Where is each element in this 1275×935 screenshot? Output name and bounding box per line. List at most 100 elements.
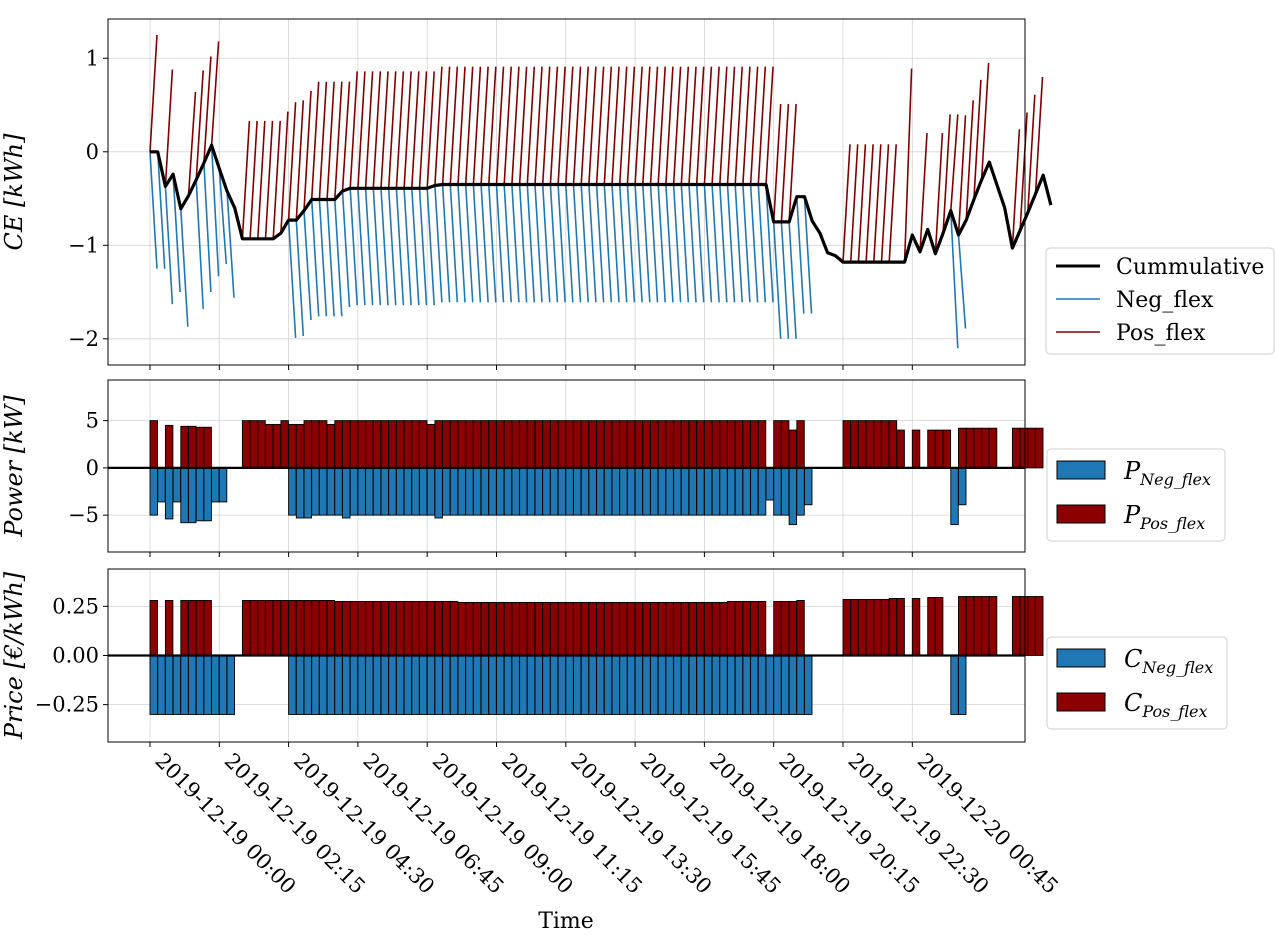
- pos-flex-bar: [457, 420, 466, 469]
- neg-flex-bar: [711, 467, 721, 516]
- legend-label: Neg_flex: [1116, 288, 1214, 313]
- pos-flex-bar: [542, 420, 551, 469]
- pos-flex-bar: [357, 600, 366, 656]
- pos-flex-line: [441, 66, 451, 185]
- pos-flex-bar: [927, 597, 936, 656]
- pos-flex-bar: [703, 601, 713, 656]
- neg-flex-bar: [688, 467, 697, 516]
- pos-flex-bar: [642, 601, 651, 656]
- neg-flex-line: [788, 221, 797, 339]
- pos-flex-bar: [588, 420, 597, 469]
- pos-flex-bar: [573, 420, 582, 469]
- pos-flex-line: [526, 66, 536, 185]
- pos-flex-bar: [280, 600, 289, 656]
- neg-flex-bar: [488, 655, 497, 715]
- neg-flex-bar: [211, 655, 220, 715]
- pos-flex-bar: [634, 601, 644, 656]
- neg-flex-bar: [657, 655, 667, 715]
- pos-flex-bar: [1011, 596, 1021, 656]
- neg-flex-bar: [750, 467, 759, 516]
- legend-label: PPos_flex: [1123, 501, 1205, 533]
- pos-flex-bar: [865, 420, 875, 469]
- neg-flex-bar: [734, 655, 744, 715]
- neg-flex-line: [757, 184, 767, 303]
- y-tick-label: −0.25: [35, 693, 99, 717]
- power-y-axis-label: Power [kW]: [0, 395, 28, 538]
- neg-flex-line: [534, 184, 543, 303]
- pos-flex-line: [1027, 94, 1036, 213]
- neg-flex-line: [457, 184, 466, 303]
- neg-flex-bar: [149, 467, 158, 516]
- pos-flex-line: [488, 66, 497, 185]
- pos-flex-line: [395, 71, 405, 189]
- neg-flex-line: [680, 184, 690, 303]
- pos-flex-bar: [449, 420, 459, 469]
- pos-flex-bar: [334, 600, 343, 656]
- neg-flex-bar: [203, 467, 212, 522]
- neg-flex-bar: [580, 467, 590, 516]
- neg-flex-line: [218, 168, 228, 265]
- neg-flex-bar: [411, 467, 420, 516]
- neg-flex-bar: [773, 467, 782, 516]
- neg-flex-bar: [172, 655, 182, 715]
- x-axis-label: Time: [538, 909, 594, 934]
- pos-flex-bar: [665, 420, 674, 469]
- neg-flex-bar: [619, 655, 628, 715]
- neg-flex-bar: [388, 655, 397, 715]
- pos-flex-bar: [380, 600, 389, 656]
- pos-flex-bar: [934, 597, 944, 656]
- pos-flex-bar: [326, 423, 336, 469]
- pos-flex-bar: [526, 420, 536, 469]
- pos-flex-bar: [750, 600, 759, 656]
- pos-flex-bar: [757, 600, 767, 656]
- pos-flex-line: [742, 66, 751, 185]
- pos-flex-line: [411, 71, 420, 189]
- neg-flex-bar: [295, 655, 305, 715]
- pos-flex-bar: [603, 420, 613, 469]
- pos-flex-line: [310, 81, 320, 200]
- pos-flex-bar: [272, 600, 282, 656]
- pos-flex-line: [572, 66, 582, 185]
- neg-flex-bar: [488, 467, 497, 516]
- neg-flex-bar: [426, 467, 436, 516]
- power-frame: [107, 379, 1026, 553]
- pos-flex-bar: [403, 600, 413, 656]
- pos-flex-bar: [719, 601, 728, 656]
- neg-flex-line: [380, 188, 389, 306]
- pos-flex-bar: [557, 420, 567, 469]
- pos-flex-line: [695, 66, 705, 185]
- pos-flex-line: [703, 66, 713, 185]
- pos-flex-bar: [911, 598, 921, 656]
- pos-flex-bar: [873, 420, 882, 469]
- pos-flex-bar: [434, 420, 443, 469]
- neg-flex-line: [634, 184, 643, 303]
- neg-flex-line: [488, 184, 497, 303]
- pos-flex-bar: [727, 600, 736, 656]
- pos-flex-bar: [842, 599, 851, 656]
- neg-flex-bar: [765, 655, 774, 715]
- pos-flex-bar: [911, 429, 921, 469]
- neg-flex-bar: [349, 467, 359, 516]
- ce-y-axis-label: CE [kWh]: [0, 133, 28, 251]
- neg-flex-bar: [442, 467, 451, 516]
- pos-flex-bar: [188, 425, 197, 469]
- pos-flex-line: [880, 144, 890, 263]
- pos-flex-line: [888, 144, 897, 263]
- pos-flex-line: [326, 81, 335, 200]
- neg-flex-line: [588, 184, 597, 303]
- neg-flex-bar: [318, 655, 328, 715]
- neg-flex-bar: [611, 655, 620, 715]
- pos-flex-bar: [596, 601, 605, 656]
- pos-flex-bar: [734, 600, 744, 656]
- neg-flex-bar: [318, 467, 328, 516]
- neg-flex-bar: [765, 467, 774, 501]
- neg-flex-line: [511, 184, 520, 303]
- pos-flex-line: [241, 120, 251, 239]
- pos-flex-bar: [288, 423, 297, 469]
- y-tick-label: 0.00: [52, 644, 99, 668]
- pos-flex-bar: [557, 601, 567, 656]
- neg-flex-line: [464, 184, 474, 303]
- legend-frame: [1045, 247, 1275, 355]
